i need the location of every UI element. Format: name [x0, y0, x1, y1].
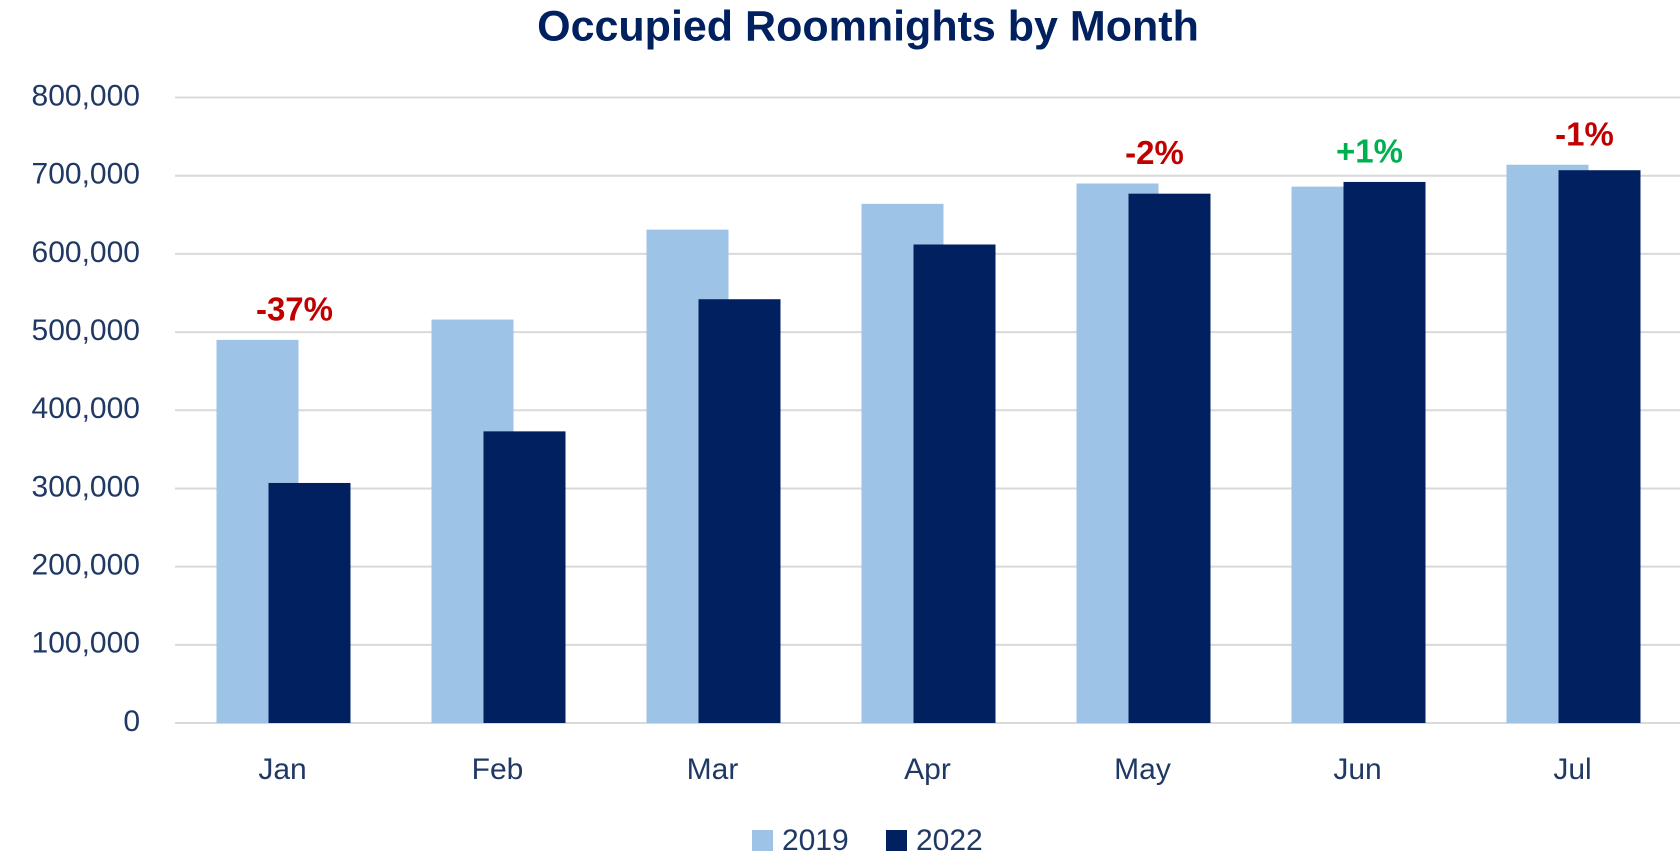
bar: [698, 299, 781, 723]
x-tick-label: Mar: [687, 753, 739, 786]
x-tick-label: May: [1114, 753, 1171, 786]
y-tick-label: 700,000: [32, 158, 140, 191]
x-tick-label: Jul: [1553, 753, 1591, 786]
x-tick-label: Apr: [904, 753, 951, 786]
y-tick-label: 200,000: [32, 549, 140, 582]
y-tick-label: 300,000: [32, 470, 140, 503]
legend-label: 2022: [916, 824, 983, 855]
bar: [483, 431, 566, 723]
annotation: +1%: [1336, 133, 1403, 170]
bar: [1128, 193, 1211, 723]
chart-title: Occupied Roomnights by Month: [537, 2, 1199, 50]
annotation: -37%: [256, 291, 333, 328]
y-tick-label: 800,000: [32, 79, 140, 112]
y-tick-label: 600,000: [32, 236, 140, 269]
annotation: -1%: [1555, 115, 1614, 152]
bar: [1343, 181, 1426, 723]
y-tick-label: 400,000: [32, 392, 140, 425]
bar: [268, 482, 351, 723]
x-tick-label: Jan: [258, 753, 306, 786]
legend-swatch: [752, 830, 773, 851]
bar: [913, 244, 996, 723]
x-tick-label: Jun: [1333, 753, 1381, 786]
y-tick-label: 100,000: [32, 627, 140, 660]
legend-swatch: [886, 830, 907, 851]
legend-label: 2019: [782, 824, 849, 855]
x-tick-label: Feb: [472, 753, 524, 786]
bar: [1558, 170, 1641, 724]
annotation: -2%: [1125, 134, 1184, 171]
y-tick-label: 0: [123, 705, 140, 738]
y-tick-label: 500,000: [32, 314, 140, 347]
